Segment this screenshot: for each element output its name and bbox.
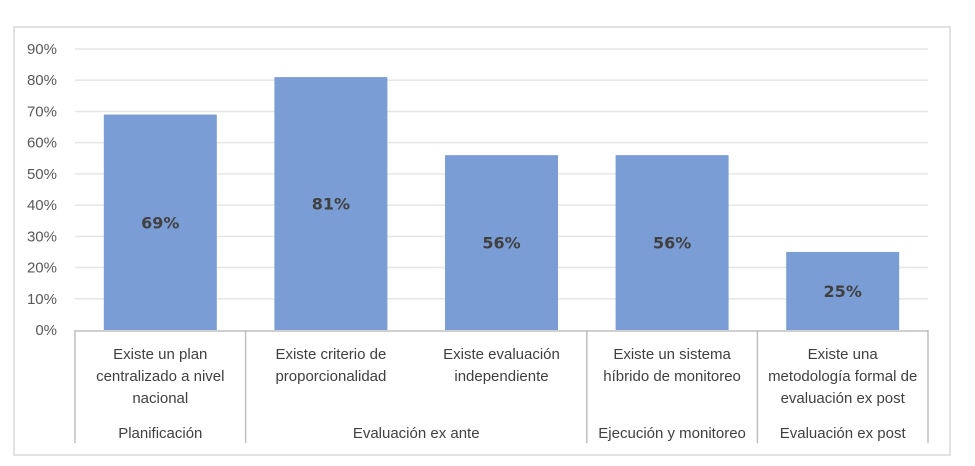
x-group-label: Evaluación ex ante: [353, 425, 480, 442]
data-label: 56%: [653, 234, 691, 253]
y-tick-label: 50%: [27, 166, 57, 183]
y-tick-label: 30%: [27, 228, 57, 245]
x-category-label: evaluación ex post: [781, 390, 906, 407]
bar: [274, 77, 388, 330]
y-tick-label: 0%: [35, 322, 57, 339]
x-category-label: metodología formal de: [768, 368, 917, 385]
y-tick-label: 20%: [27, 260, 57, 277]
x-category-label: Existe criterio de: [275, 346, 386, 363]
x-category-label: independiente: [454, 368, 548, 385]
y-tick-label: 40%: [27, 197, 57, 214]
data-label: 81%: [312, 195, 350, 214]
x-group-label: Evaluación ex post: [780, 425, 907, 442]
data-label: 25%: [824, 282, 862, 301]
x-category-label: nacional: [132, 390, 188, 407]
x-category-label: proporcionalidad: [275, 368, 386, 385]
bar: [615, 155, 729, 330]
bar: [103, 114, 217, 330]
y-tick-label: 70%: [27, 103, 57, 120]
y-tick-label: 60%: [27, 135, 57, 152]
bar: [445, 155, 558, 330]
y-tick-label: 80%: [27, 72, 57, 89]
y-tick-label: 90%: [27, 41, 57, 58]
x-category-label: Existe un sistema: [613, 346, 731, 363]
x-category-label: Existe evaluación: [443, 346, 560, 363]
data-label: 69%: [141, 213, 179, 232]
x-category-label: centralizado a nivel: [96, 368, 224, 385]
x-category-label: híbrido de monitoreo: [603, 368, 741, 385]
x-group-label: Planificación: [118, 425, 202, 442]
y-tick-label: 10%: [27, 291, 57, 308]
x-category-label: Existe un plan: [113, 346, 207, 363]
bar: [786, 251, 900, 330]
x-category-label: Existe una: [808, 346, 879, 363]
x-group-label: Ejecución y monitoreo: [598, 425, 746, 442]
data-label: 56%: [482, 234, 520, 253]
